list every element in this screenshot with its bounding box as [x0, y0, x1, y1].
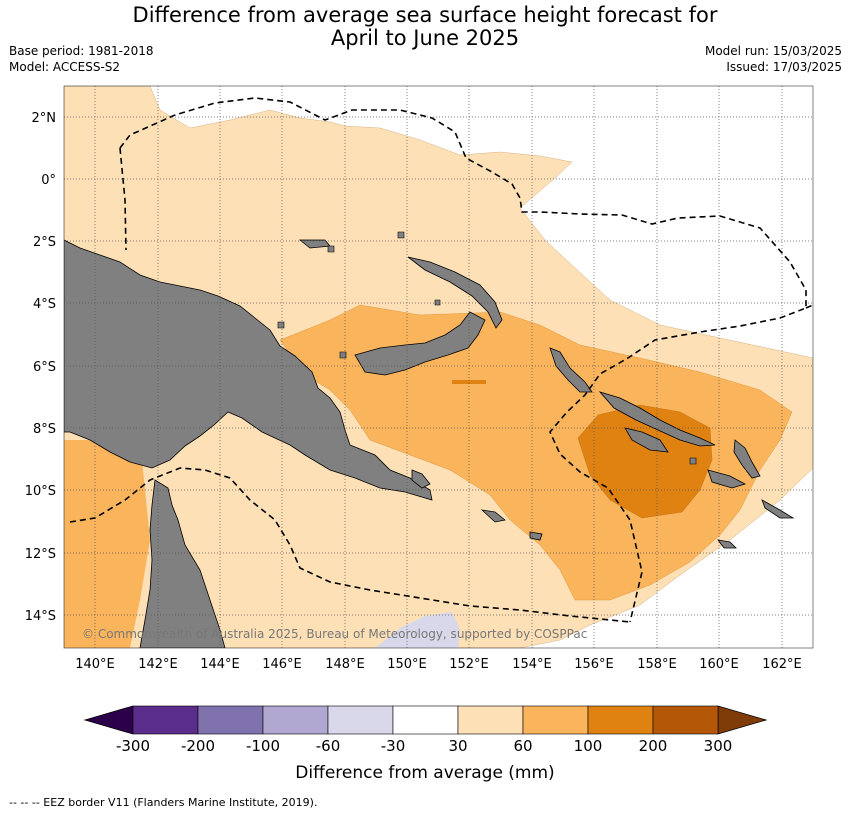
anomaly-band-neg: [375, 612, 460, 648]
lat-label: 2°N: [32, 111, 57, 126]
colorbar-tick-label: -60: [316, 737, 341, 755]
lat-label: 10°S: [25, 484, 56, 499]
land-new-ireland: [407, 256, 503, 329]
base-period: Base period: 1981-2018: [9, 44, 154, 58]
land-dentrecasteaux: [411, 469, 431, 489]
lat-label: 8°S: [33, 422, 56, 437]
colorbar-segment: [262, 705, 329, 735]
colorbar-label: Difference from average (mm): [295, 763, 554, 783]
map-frame: [63, 85, 814, 649]
title-line-2: April to June 2025: [330, 26, 520, 50]
lon-label: 146°E: [262, 657, 302, 672]
land-new-guinea: [64, 239, 433, 501]
lon-label: 154°E: [512, 657, 552, 672]
land-bougainville: [549, 347, 593, 393]
anomaly-band-60-100: [64, 440, 150, 648]
colorbar-segment: [132, 705, 199, 735]
map-figure: © Commonwealth of Australia 2025, Bureau…: [25, 85, 814, 783]
anomaly-streak: [452, 380, 486, 384]
lon-label: 160°E: [699, 657, 739, 672]
colorbar-tick-label: -100: [246, 737, 280, 755]
colorbar-segment: [457, 705, 524, 735]
colorbar-extend-low: [83, 705, 134, 735]
colorbar-tick-label: -200: [181, 737, 215, 755]
anomaly-band-60-100-main: [279, 304, 793, 601]
lon-label: 144°E: [200, 657, 240, 672]
land-choiseul-isabel: [598, 391, 716, 447]
model-name: Model: ACCESS-S2: [9, 60, 121, 74]
land-cape-york: [139, 479, 226, 648]
colorbar: -300 -200 -100 -60 -30 30 60 100 200 300: [83, 705, 768, 755]
lon-label: 150°E: [387, 657, 427, 672]
eez-borders: [69, 97, 813, 623]
colorbar-segment: [522, 705, 589, 735]
lon-label: 158°E: [637, 657, 677, 672]
colorbar-tick-label: 100: [574, 737, 603, 755]
lon-label: 156°E: [574, 657, 614, 672]
lat-label: 0°: [41, 173, 56, 188]
colorbar-tick-label: 30: [448, 737, 467, 755]
meta-right: Model run: 15/03/2025 Issued: 17/03/2025: [705, 43, 842, 75]
graticule: [64, 86, 813, 648]
lat-label: 4°S: [33, 297, 56, 312]
colorbar-segment: [197, 705, 264, 735]
lon-label: 140°E: [75, 657, 115, 672]
latitude-labels: 2°N 0° 2°S 4°S 6°S 8°S 10°S 12°S 14°S: [25, 111, 56, 624]
land-new-britain: [354, 311, 486, 376]
longitude-labels: 140°E 142°E 144°E 146°E 148°E 150°E 152°…: [75, 657, 802, 672]
colorbar-tick-label: -300: [116, 737, 150, 755]
lat-label: 2°S: [33, 235, 56, 250]
land-rennell: [761, 499, 795, 519]
colorbar-tick-label: -30: [381, 737, 406, 755]
colorbar-tick-label: 300: [704, 737, 733, 755]
map-area: © Commonwealth of Australia 2025, Bureau…: [64, 86, 813, 648]
title-line-1: Difference from average sea surface heig…: [132, 3, 718, 27]
land-malaita: [733, 439, 761, 479]
map-title: Difference from average sea surface heig…: [0, 4, 850, 50]
colorbar-segment: [587, 705, 654, 735]
lon-label: 162°E: [762, 657, 802, 672]
colorbar-segment: [392, 705, 459, 735]
eez-footnote: -- -- -- EEZ border V11 (Flanders Marine…: [9, 796, 318, 809]
issued-date: Issued: 17/03/2025: [726, 60, 842, 74]
land-makira: [707, 469, 747, 489]
lat-label: 14°S: [25, 609, 56, 624]
lat-label: 12°S: [25, 547, 56, 562]
colorbar-tick-label: 200: [639, 737, 668, 755]
land-louisiade: [480, 509, 737, 549]
colorbar-segment: [327, 705, 394, 735]
lat-label: 6°S: [33, 360, 56, 375]
colorbar-tick-label: 60: [513, 737, 532, 755]
meta-left: Base period: 1981-2018 Model: ACCESS-S2: [9, 43, 154, 75]
lon-label: 148°E: [325, 657, 365, 672]
model-run: Model run: 15/03/2025: [704, 44, 842, 58]
colorbar-segment: [652, 705, 719, 735]
colorbar-extend-high: [717, 705, 768, 735]
land-small-islands: [277, 231, 697, 465]
lon-label: 152°E: [449, 657, 489, 672]
lon-label: 142°E: [138, 657, 178, 672]
copyright-notice: © Commonwealth of Australia 2025, Bureau…: [82, 627, 587, 641]
